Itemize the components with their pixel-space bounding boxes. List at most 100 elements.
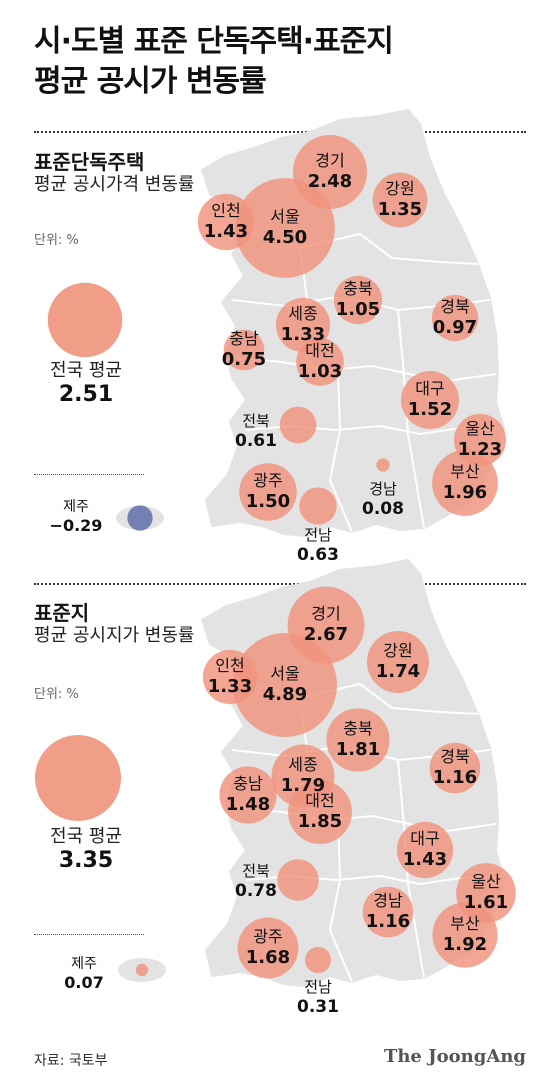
region-value: 1.33 (207, 676, 253, 697)
national-average-bubble (34, 734, 122, 822)
region-name: 경남 (369, 480, 397, 498)
region-value: 0.07 (64, 973, 104, 992)
region-value: 1.16 (432, 767, 478, 788)
source-note: 자료: 국토부 (34, 1053, 108, 1069)
region-name: 충북 (343, 719, 373, 738)
region-bubble (127, 505, 153, 531)
region-value: 0.75 (221, 349, 267, 370)
region-label: 대전 1.03 (275, 341, 365, 383)
region-bubble (362, 886, 414, 938)
region-value: 1.96 (442, 482, 488, 503)
region-bubble (432, 450, 498, 516)
region-name: 충북 (343, 279, 373, 298)
region-name: 전남 (304, 526, 332, 544)
region-value: 1.35 (377, 199, 423, 220)
region-label: 대구 1.43 (380, 829, 470, 871)
region-label: 대전 1.85 (275, 791, 365, 833)
page-title: 시·도별 표준 단독주택·표준지 평균 공시가 변동률 (34, 22, 394, 102)
region-name: 경북 (440, 747, 470, 766)
region-name: 경기 (315, 151, 345, 170)
region-value: 4.89 (262, 684, 308, 705)
region-bubble (372, 172, 428, 228)
jeju-divider (34, 934, 144, 935)
region-value: 1.85 (297, 811, 343, 832)
region-label: 세종 1.79 (258, 755, 348, 797)
region-label: 인천 1.43 (181, 201, 271, 243)
region-name: 세종 (288, 304, 318, 323)
region-name: 대구 (410, 829, 440, 848)
title-line-1: 시·도별 표준 단독주택·표준지 (34, 24, 394, 59)
section-2-national-value: 3.35 (58, 848, 114, 873)
region-bubble (292, 134, 368, 210)
region-name: 대전 (305, 341, 335, 360)
section-2-title: 표준지 (34, 601, 90, 625)
region-bubble (279, 406, 317, 444)
region-name: 울산 (471, 872, 501, 891)
section-1-national-value: 2.51 (58, 382, 114, 407)
region-bubble (239, 463, 297, 521)
section-divider (34, 583, 526, 585)
region-label: 경남 0.08 (343, 480, 423, 520)
region-label: 경기 2.67 (281, 604, 371, 646)
section-2-subtitle: 평균 공시지가 변동률 (34, 625, 195, 646)
region-value: 1.81 (335, 739, 381, 760)
region-label: 부산 1.92 (420, 914, 510, 956)
region-name: 경남 (373, 891, 403, 910)
region-value: 1.23 (457, 439, 503, 460)
region-bubble (429, 742, 481, 794)
region-bubble (223, 329, 265, 371)
region-name: 강원 (385, 179, 415, 198)
region-label: 충북 1.81 (313, 719, 403, 761)
region-value: 2.67 (303, 624, 349, 645)
region-value: 0.31 (297, 997, 339, 1017)
section-1-title: 표준단독주택 (34, 150, 145, 174)
region-label: 전남 0.63 (278, 526, 358, 566)
region-value: −0.29 (49, 516, 103, 535)
region-label: 전남 0.31 (278, 978, 358, 1018)
region-value: 1.92 (442, 934, 488, 955)
region-name: 서울 (270, 664, 300, 683)
region-bubble (431, 294, 479, 342)
region-label: 충남 0.75 (199, 329, 289, 371)
region-value: 1.61 (463, 892, 509, 913)
region-value: 0.63 (297, 545, 339, 565)
title-line-2: 평균 공시가 변동률 (34, 64, 267, 99)
region-label: 세종 1.33 (258, 304, 348, 346)
region-name: 경기 (311, 604, 341, 623)
region-value: 1.52 (407, 399, 453, 420)
region-label: 제주 −0.29 (36, 498, 116, 536)
region-value: 1.79 (280, 775, 326, 796)
region-bubble (304, 946, 332, 974)
section-2-unit: 단위: % (34, 687, 79, 702)
region-name: 인천 (211, 201, 241, 220)
region-bubble (401, 371, 459, 429)
region-name: 대구 (415, 379, 445, 398)
region-bubble (396, 821, 454, 879)
region-label: 경남 1.16 (343, 891, 433, 933)
region-name: 대전 (305, 791, 335, 810)
region-bubble (367, 631, 429, 693)
region-value: 1.03 (297, 361, 343, 382)
jeju-divider (34, 474, 144, 475)
region-name: 제주 (63, 499, 89, 515)
region-name: 전북 (242, 412, 270, 430)
region-bubble (202, 649, 258, 705)
region-name: 경북 (440, 297, 470, 316)
region-name: 전북 (242, 862, 270, 880)
region-name: 서울 (270, 207, 300, 226)
region-value: 1.16 (365, 911, 411, 932)
region-value: 2.48 (307, 171, 353, 192)
region-name: 충남 (233, 774, 263, 793)
region-name: 전남 (304, 978, 332, 996)
region-value: 1.48 (225, 794, 271, 815)
region-label: 인천 1.33 (185, 656, 275, 698)
region-label: 대구 1.52 (385, 379, 475, 421)
region-name: 제주 (71, 956, 97, 972)
region-value: 1.43 (402, 849, 448, 870)
region-value: 1.05 (335, 299, 381, 320)
region-value: 0.08 (362, 499, 404, 519)
region-value: 1.43 (203, 221, 249, 242)
publisher-logo: The JoongAng (383, 1046, 526, 1067)
province-border (328, 369, 353, 533)
